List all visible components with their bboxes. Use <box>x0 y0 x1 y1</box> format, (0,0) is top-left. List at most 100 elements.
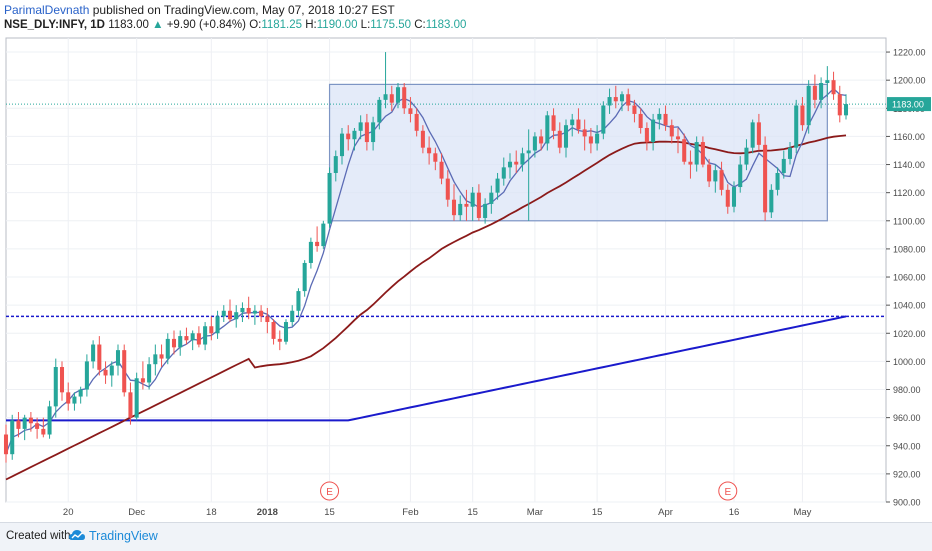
candle-body <box>115 350 121 366</box>
x-tick-label: 20 <box>63 507 74 518</box>
candle-body <box>626 94 631 106</box>
candle-body <box>563 125 569 148</box>
y-tick-label: 1040.00 <box>893 301 926 311</box>
candle-body <box>290 310 295 323</box>
candle-body <box>731 187 737 207</box>
candle-body <box>53 367 58 407</box>
open-label: O: <box>249 19 262 31</box>
candle-body <box>259 310 264 317</box>
candle-body <box>103 369 108 376</box>
x-tick-label: 15 <box>324 507 335 518</box>
footer-bar: Created with TradingView <box>0 522 932 551</box>
candle-body <box>532 136 537 151</box>
candle-body <box>28 417 33 424</box>
candle-body <box>134 378 139 418</box>
candle-body <box>520 153 525 165</box>
x-tick-label: Mar <box>527 507 543 518</box>
candle-body <box>352 130 357 140</box>
candle-body <box>638 113 643 128</box>
y-tick-label: 980.00 <box>893 385 921 395</box>
high-value: 1190.00 <box>316 19 358 31</box>
y-tick-label: 1220.00 <box>893 48 926 58</box>
candle-body <box>613 97 618 102</box>
candle-body <box>769 189 774 213</box>
y-tick-label: 1080.00 <box>893 244 926 254</box>
candle-body <box>389 94 394 103</box>
candle-body <box>595 133 600 144</box>
y-tick-label: 900.00 <box>893 498 921 508</box>
candle-body <box>128 392 133 418</box>
candle-body <box>713 170 718 182</box>
candle-body <box>109 365 114 376</box>
candle-body <box>507 161 513 168</box>
candle-body <box>582 129 587 137</box>
candle-body <box>812 85 817 100</box>
y-tick-label: 1060.00 <box>893 273 926 283</box>
candle-body <box>371 122 376 143</box>
candle-body <box>719 170 724 190</box>
created-with-text: Created with <box>6 530 71 542</box>
candle-body <box>775 172 780 190</box>
candle-body <box>41 428 46 435</box>
candle-body <box>725 189 730 207</box>
candle-body <box>682 139 687 162</box>
candle-body <box>153 354 158 365</box>
candle-body <box>644 127 649 143</box>
candle-body <box>203 326 208 345</box>
candle-body <box>178 336 183 348</box>
y-tick-label: 1000.00 <box>893 357 926 367</box>
candle-body <box>395 87 401 103</box>
candle-body <box>495 178 500 193</box>
mid-moving-average-line <box>5 134 847 481</box>
candle-body <box>557 130 562 148</box>
candle-body <box>800 105 805 126</box>
x-tick-label: 15 <box>592 507 603 518</box>
candle-body <box>97 344 102 370</box>
y-tick-label: 1020.00 <box>893 329 926 339</box>
candle-body <box>402 87 407 109</box>
candle-body <box>296 291 301 311</box>
last-price-value: 1183.00 <box>108 19 149 31</box>
earnings-marker-label: E <box>326 487 333 498</box>
y-tick-label: 1100.00 <box>893 216 925 226</box>
author-link[interactable]: ParimalDevnath <box>4 3 90 17</box>
candle-body <box>91 344 96 362</box>
candle-body <box>632 105 637 114</box>
candle-body <box>184 336 189 341</box>
candle-body <box>420 130 425 148</box>
x-tick-label: Apr <box>658 507 673 518</box>
price-chart[interactable]: EE1220.001200.001180.001160.001140.00112… <box>0 36 932 522</box>
candle-body <box>675 136 681 140</box>
candle-body <box>165 338 170 359</box>
candle-body <box>377 99 382 123</box>
close-value: 1183.00 <box>425 19 467 31</box>
candle-body <box>439 161 444 179</box>
candle-body <box>321 223 326 247</box>
candle-body <box>694 142 699 165</box>
candle-body <box>209 326 214 334</box>
candle-body <box>227 310 233 320</box>
candle-body <box>16 420 21 429</box>
x-tick-label: 16 <box>729 507 740 518</box>
y-tick-label: 1120.00 <box>893 188 925 198</box>
x-tick-label: Dec <box>128 507 145 518</box>
tradingview-cloud-icon <box>69 530 85 540</box>
symbol-label: NSE_DLY:INFY, 1D <box>4 19 105 31</box>
candle-body <box>408 108 413 114</box>
candle-body <box>427 147 432 154</box>
candle-body <box>794 105 799 148</box>
candle-body <box>246 307 251 314</box>
candle-body <box>489 192 494 204</box>
candle-body <box>196 333 201 345</box>
candle-body <box>470 192 475 207</box>
candle-body <box>433 153 438 162</box>
candle-body <box>501 167 506 179</box>
symbol-line: NSE_DLY:INFY, 1D 1183.00 ▲ +9.90 (+0.84%… <box>4 19 466 31</box>
candle-body <box>364 122 369 143</box>
candle-body <box>240 307 245 313</box>
candle-body <box>383 94 388 100</box>
candle-body <box>265 316 270 323</box>
earnings-marker <box>320 481 340 501</box>
tradingview-brand-link[interactable]: TradingView <box>89 529 158 543</box>
candle-body <box>140 378 145 383</box>
